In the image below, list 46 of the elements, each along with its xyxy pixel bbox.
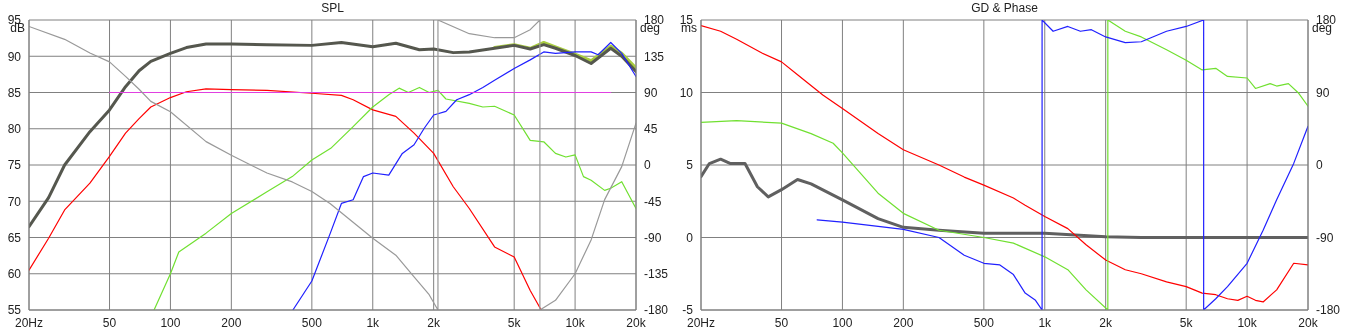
y-tick-label: 90: [7, 49, 22, 64]
y-tick-label: 10: [679, 85, 694, 100]
y2-tick-label: 0: [644, 158, 651, 173]
y-tick-label: 70: [7, 194, 22, 209]
x-tick-label: 100: [160, 315, 181, 328]
y-tick-label: 65: [7, 230, 22, 245]
x-tick-label: 5k: [507, 315, 522, 328]
y-tick-label: 60: [7, 267, 22, 282]
y2-tick-label: -180: [1316, 303, 1341, 318]
x-tick-label: 5k: [1179, 315, 1194, 328]
x-tick-label: 1k: [1038, 315, 1053, 328]
y2-tick-label: 45: [644, 122, 658, 137]
x-tick-label: 20k: [1298, 315, 1319, 328]
y2-tick-label: -90: [644, 230, 662, 245]
y2-tick-label: 135: [644, 49, 665, 64]
x-tick-label: 20Hz: [14, 315, 44, 328]
x-tick-label: 10k: [1237, 315, 1258, 328]
chart-title: SPL: [320, 1, 345, 15]
chart-title: GD & Phase: [970, 1, 1039, 15]
x-tick-label: 50: [102, 315, 117, 328]
y2-tick-label: -135: [644, 267, 669, 282]
y-tick-label: 5: [686, 158, 694, 173]
x-tick-label: 10k: [565, 315, 586, 328]
y2-tick-label: 90: [644, 85, 658, 100]
y-tick-label: 75: [7, 158, 22, 173]
x-tick-label: 100: [832, 315, 853, 328]
x-tick-label: 500: [973, 315, 995, 328]
x-tick-label: 2k: [1099, 315, 1113, 328]
y2-tick-label: 90: [1316, 85, 1330, 100]
x-tick-label: 2k: [427, 315, 441, 328]
x-tick-label: 1k: [366, 315, 381, 328]
y-tick-label: 85: [7, 85, 22, 100]
y2-tick-label: -90: [1316, 230, 1334, 245]
y-tick-label: 55: [7, 303, 22, 318]
x-tick-label: 50: [774, 315, 789, 328]
x-tick-label: 200: [893, 315, 914, 328]
y-tick-label: -5: [682, 303, 694, 318]
y-tick-label: 0: [686, 230, 694, 245]
x-tick-label: 200: [221, 315, 242, 328]
y2-tick-label: 0: [1316, 158, 1323, 173]
y2-tick-label: -45: [644, 194, 662, 209]
y2-tick-label: -180: [644, 303, 669, 318]
x-tick-label: 500: [301, 315, 323, 328]
y-tick-label: 80: [7, 122, 22, 137]
x-tick-label: 20Hz: [686, 315, 716, 328]
x-tick-label: 20k: [626, 315, 647, 328]
